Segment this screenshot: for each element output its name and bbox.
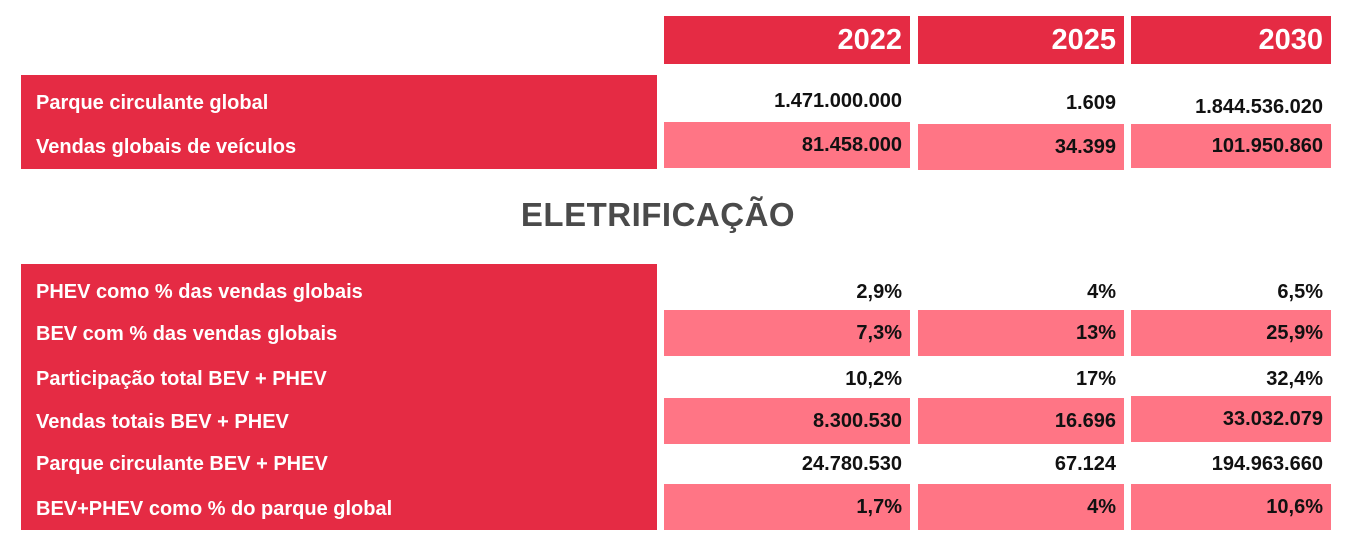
cell-participacao-total-2025: 17% [1075, 367, 1116, 390]
cell-vendas-totais-2022: 8.300.530 [664, 398, 910, 444]
cell-parque-global-2030: 1.844.536.020 [1195, 95, 1323, 118]
row-label-vendas-globais: Vendas globais de veículos [36, 136, 297, 158]
row-label-bev-phev-parque-pct: BEV+PHEV como % do parque global [36, 498, 393, 520]
cell-phev-pct-2025: 4% [1087, 280, 1116, 303]
cell-participacao-total-2022: 10,2% [845, 367, 902, 390]
cell-bev-phev-parque-pct-2022: 1,7% [664, 484, 910, 530]
cell-bev-pct-2025: 13% [918, 310, 1124, 356]
row-label-bev-pct: BEV com % das vendas globais [36, 323, 338, 345]
row-label-parque-bev-phev: Parque circulante BEV + PHEV [36, 453, 328, 475]
cell-vendas-globais-2025: 34.399 [918, 124, 1124, 170]
cell-parque-bev-phev-2025: 67.124 [1054, 452, 1116, 475]
cell-bev-phev-parque-pct-2025: 4% [918, 484, 1124, 530]
row-label-vendas-totais: Vendas totais BEV + PHEV [36, 411, 289, 433]
year-header-2025: 2025 [918, 16, 1124, 64]
cell-parque-bev-phev-2030: 194.963.660 [1211, 452, 1323, 475]
cell-vendas-totais-2030: 33.032.079 [1131, 396, 1331, 442]
cell-vendas-totais-2025: 16.696 [918, 398, 1124, 444]
cell-parque-global-2022: 1.471.000.000 [774, 89, 902, 112]
cell-bev-pct-2022: 7,3% [664, 310, 910, 356]
year-header-2030: 2030 [1131, 16, 1331, 64]
section-title: ELETRIFICAÇÃO [520, 196, 796, 233]
top-label-block [21, 75, 657, 169]
cell-phev-pct-2030: 6,5% [1277, 280, 1323, 303]
row-label-participacao-total: Participação total BEV + PHEV [36, 368, 327, 390]
cell-parque-bev-phev-2022: 24.780.530 [801, 452, 902, 475]
cell-participacao-total-2030: 32,4% [1266, 367, 1323, 390]
row-label-phev-pct: PHEV como % das vendas globais [36, 281, 363, 303]
cell-parque-global-2025: 1.609 [1065, 91, 1116, 114]
row-label-parque-global: Parque circulante global [36, 92, 269, 114]
bottom-label-block [21, 264, 657, 530]
cell-bev-phev-parque-pct-2030: 10,6% [1131, 484, 1331, 530]
cell-vendas-globais-2022: 81.458.000 [664, 122, 910, 168]
cell-vendas-globais-2030: 101.950.860 [1131, 124, 1331, 168]
year-header-2022: 2022 [664, 16, 910, 64]
cell-phev-pct-2022: 2,9% [856, 280, 902, 303]
cell-bev-pct-2030: 25,9% [1131, 310, 1331, 356]
